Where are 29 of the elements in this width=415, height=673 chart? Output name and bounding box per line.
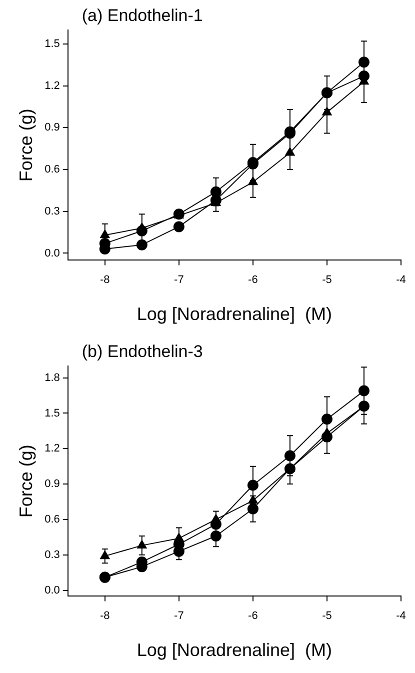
y-tick-label: 0.0 — [44, 584, 60, 596]
x-axis-title: Log [Noradrenaline] (M) — [136, 304, 332, 324]
y-tick-label: 1.5 — [44, 38, 60, 50]
y-tick-label: 0.3 — [44, 205, 60, 218]
x-tick-label: -5 — [322, 610, 332, 622]
y-tick-label: 1.8 — [44, 372, 60, 384]
x-tick-label: -6 — [248, 274, 258, 286]
x-tick-label: -7 — [174, 610, 184, 622]
x-tick-label: -4 — [396, 610, 406, 622]
x-tick-label: -4 — [396, 274, 406, 286]
y-tick-label: 0.6 — [44, 514, 60, 526]
y-axis-title: Force (g) — [16, 444, 36, 518]
x-tick-label: -8 — [100, 610, 110, 622]
y-tick-label: 1.5 — [44, 407, 60, 420]
x-tick-label: -5 — [322, 274, 332, 286]
y-tick-label: 0.3 — [44, 548, 60, 561]
x-tick-label: -7 — [174, 274, 184, 286]
x-tick-label: -8 — [100, 274, 110, 286]
y-tick-label: 0.0 — [44, 247, 60, 260]
y-tick-label: 0.9 — [44, 122, 60, 134]
y-tick-label: 0.9 — [44, 478, 60, 490]
x-axis-title: Log [Noradrenaline] (M) — [136, 640, 332, 660]
chart-title: (a) Endothelin-1 — [82, 6, 203, 26]
x-tick-label: -6 — [248, 610, 258, 622]
y-tick-label: 0.6 — [44, 164, 60, 176]
y-tick-label: 1.2 — [44, 80, 60, 92]
y-tick-label: 1.2 — [44, 442, 60, 455]
chart-title: (b) Endothelin-3 — [82, 342, 203, 362]
y-axis-title: Force (g) — [16, 108, 36, 182]
